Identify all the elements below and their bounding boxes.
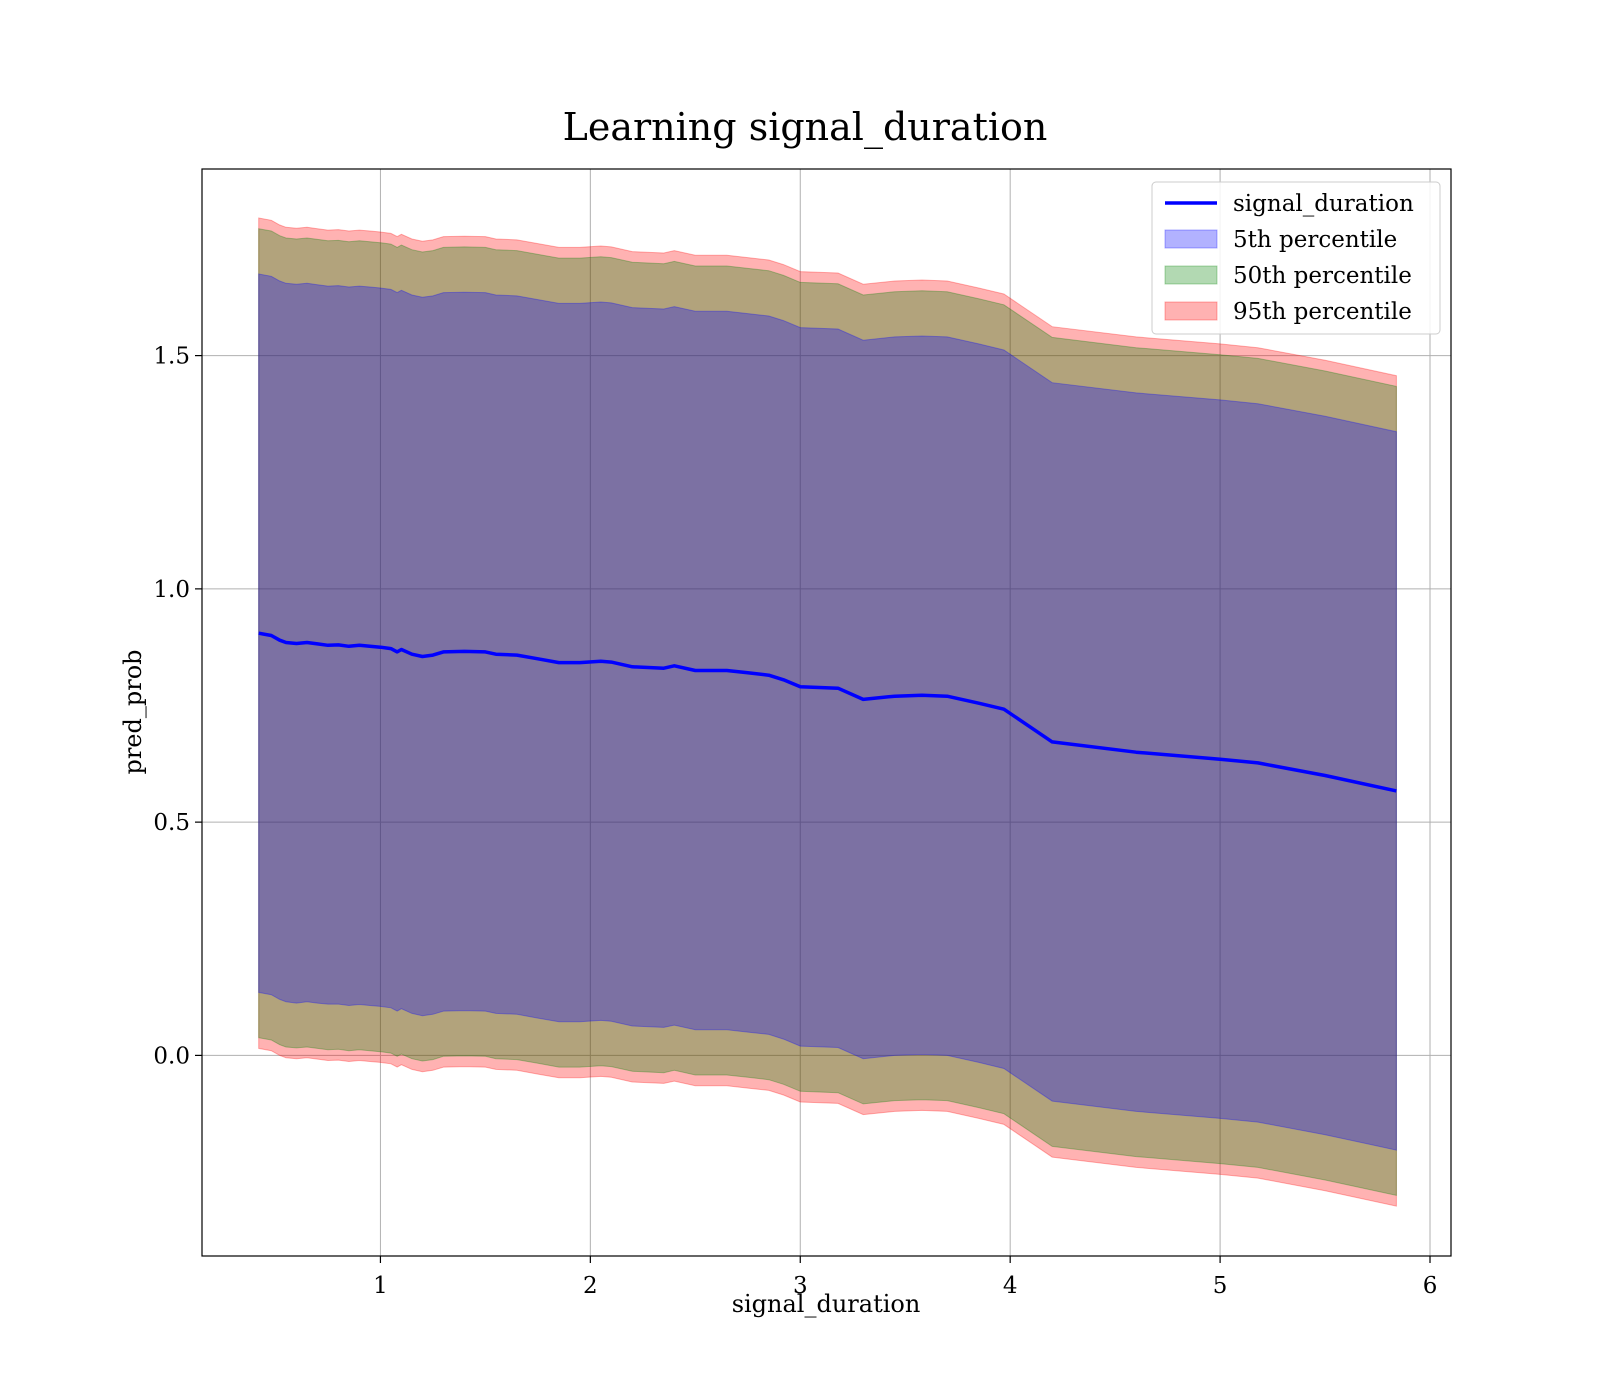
legend-label-50th-percentile: 50th percentile (1233, 263, 1412, 289)
y-tick-label: 1.0 (153, 577, 190, 603)
y-ticks: 0.0 0.5 1.0 1.5 (153, 344, 202, 1069)
percentile-bands (258, 217, 1397, 1207)
legend-frame (1151, 181, 1441, 335)
legend-swatch-5th-percentile (1164, 229, 1218, 249)
x-tick-label: 4 (1003, 1273, 1018, 1299)
chart-title: Learning signal_duration (563, 105, 1048, 150)
x-axis-label: signal_duration (732, 1290, 921, 1318)
band-5th-percentile (258, 273, 1397, 1151)
legend-label-95th-percentile: 95th percentile (1233, 299, 1412, 325)
x-ticks: 1 2 3 4 5 6 (373, 1256, 1437, 1299)
y-axis-label: pred_prob (119, 649, 147, 774)
grid (202, 169, 1451, 1256)
series-line-signal-duration (258, 631, 1397, 793)
plot-frame (201, 168, 1452, 1257)
y-tick-label: 0.5 (153, 810, 190, 836)
x-tick-label: 2 (583, 1273, 598, 1299)
legend: signal_duration 5th percentile 50th percen… (1151, 181, 1441, 335)
legend-swatch-95th-percentile (1164, 301, 1218, 321)
legend-label-5th-percentile: 5th percentile (1233, 227, 1397, 253)
y-tick-label: 0.0 (153, 1043, 190, 1069)
band-95th-percentile (258, 217, 1397, 1207)
legend-label-signal-duration: signal_duration (1233, 191, 1414, 217)
series-lines (258, 631, 1397, 793)
x-tick-label: 5 (1213, 1273, 1228, 1299)
band-50th-percentile (258, 228, 1397, 1197)
x-tick-label: 1 (373, 1273, 388, 1299)
x-tick-label: 6 (1423, 1273, 1438, 1299)
y-tick-label: 1.5 (153, 344, 190, 370)
x-tick-label: 3 (793, 1273, 808, 1299)
legend-swatch-50th-percentile (1164, 265, 1218, 285)
